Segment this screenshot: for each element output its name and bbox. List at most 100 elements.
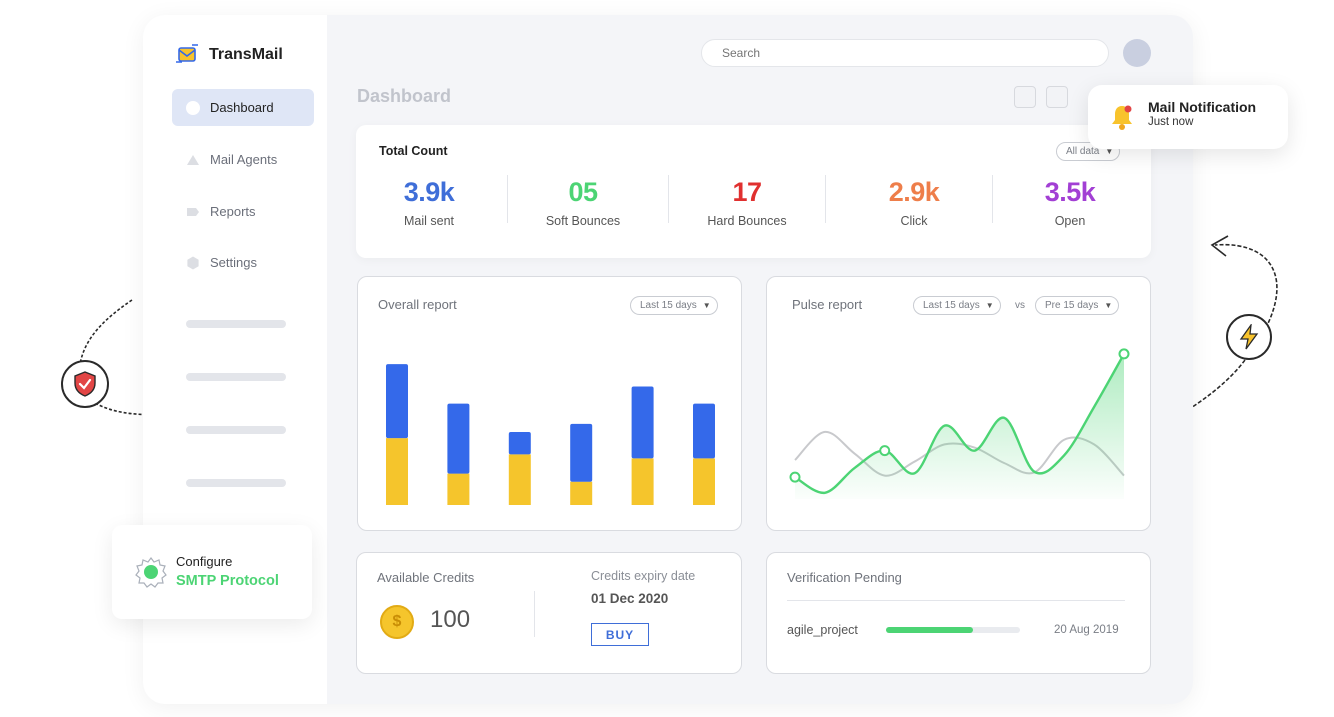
view-toggle-button[interactable]: [1014, 86, 1036, 108]
shield-badge: [61, 360, 109, 408]
verification-progress-bar: [886, 627, 1020, 633]
coin-icon: $: [380, 605, 414, 639]
card-title: Pulse report: [792, 297, 863, 312]
pulse-range-dropdown[interactable]: Last 15 days ▼: [913, 296, 1001, 315]
stat-value: 17: [732, 177, 762, 207]
bar-segment: [631, 458, 654, 505]
search-input[interactable]: [701, 39, 1109, 67]
overall-range-dropdown[interactable]: Last 15 days ▼: [630, 296, 718, 315]
tag-icon: [187, 207, 199, 216]
mail-notification-toast[interactable]: Mail Notification Just now: [1088, 85, 1288, 149]
brand: TransMail: [175, 43, 283, 67]
card-title: Overall report: [378, 297, 457, 312]
vs-label: vs: [1015, 300, 1025, 311]
series-line-current: [794, 353, 1126, 494]
view-toggle-button[interactable]: [1046, 86, 1068, 108]
card-title: Available Credits: [377, 570, 475, 585]
card-title: Verification Pending: [787, 570, 902, 585]
stat-value: 2.9k: [888, 177, 940, 207]
coin-symbol: $: [392, 613, 402, 630]
series-area-current: [795, 353, 1124, 499]
data-point: [879, 445, 891, 457]
bolt-badge: [1226, 314, 1272, 360]
stat-label: Hard Bounces: [707, 214, 787, 228]
bar-segment: [570, 423, 593, 482]
caret-down-icon: ▼: [1104, 301, 1113, 310]
card-title: Total Count: [379, 144, 448, 158]
shield-check-icon: [74, 371, 96, 397]
placeholder-line: [186, 320, 286, 328]
bar-segment: [386, 438, 408, 505]
caret-down-icon: ▼: [1105, 147, 1114, 156]
triangle-icon: [187, 154, 199, 165]
gear-icon: [135, 557, 167, 588]
bar-segment: [508, 432, 531, 455]
overall-bar-chart: [386, 364, 715, 505]
bar-segment: [631, 386, 654, 459]
app-window: TransMail Dashboard Mail Agents Reports …: [143, 15, 1193, 704]
buy-button[interactable]: BUY: [591, 623, 649, 646]
stat-label: Click: [900, 214, 928, 228]
stat-click: 2.9k Click: [839, 177, 989, 228]
stat-open: 3.5k Open: [995, 177, 1145, 228]
stat-soft-bounces: 05 Soft Bounces: [508, 177, 658, 228]
bar-segment: [693, 403, 715, 459]
sidebar-item-dashboard[interactable]: Dashboard: [172, 89, 314, 126]
credits-card: Available Credits $ 100 Credits expiry d…: [356, 552, 742, 674]
sidebar-item-label: Settings: [210, 255, 257, 270]
dropdown-value: Pre 15 days: [1045, 300, 1099, 311]
notification-title: Mail Notification: [1148, 99, 1257, 115]
divider: [668, 175, 669, 223]
sidebar-item-reports[interactable]: Reports: [172, 193, 314, 230]
expiry-label: Credits expiry date: [591, 569, 696, 583]
pulse-report-card: Pulse report Last 15 days ▼ vs Pre 15 day…: [766, 276, 1151, 531]
sidebar-item-mail-agents[interactable]: Mail Agents: [172, 141, 314, 178]
bar-segment: [386, 364, 408, 439]
project-date: 20 Aug 2019: [1054, 624, 1119, 636]
divider: [825, 175, 826, 223]
caret-down-icon: ▼: [985, 301, 994, 310]
placeholder-line: [186, 373, 286, 381]
verification-card: Verification Pending agile_project 20 Au…: [766, 552, 1151, 674]
dropdown-value: All data: [1066, 146, 1100, 157]
stat-hard-bounces: 17 Hard Bounces: [672, 177, 822, 228]
compare-range-dropdown[interactable]: Pre 15 days ▼: [1035, 296, 1120, 315]
lightning-icon: [1239, 324, 1259, 350]
bar-segment: [447, 403, 470, 474]
stat-value: 05: [568, 177, 598, 207]
transmail-logo-icon: [176, 44, 198, 63]
total-count-card: Total Count All data ▼ 3.9k Mail sent 05 …: [356, 125, 1151, 258]
stat-label: Soft Bounces: [545, 214, 621, 228]
smtp-line2: SMTP Protocol: [176, 573, 279, 589]
sidebar-item-settings[interactable]: Settings: [172, 244, 314, 281]
dropdown-value: Last 15 days: [640, 300, 697, 311]
dropdown-value: Last 15 days: [923, 300, 980, 311]
bar-segment: [570, 481, 593, 505]
data-point: [789, 471, 801, 483]
notification-time: Just now: [1148, 116, 1194, 128]
stat-value: 3.5k: [1044, 177, 1096, 207]
expiry-date: 01 Dec 2020: [591, 591, 669, 606]
progress-fill: [886, 627, 974, 633]
avatar[interactable]: [1123, 39, 1151, 67]
sidebar-item-label: Dashboard: [210, 100, 274, 115]
sidebar-item-label: Mail Agents: [210, 152, 278, 167]
bar-segment: [693, 458, 715, 505]
pulse-line-chart: [789, 348, 1130, 499]
placeholder-line: [186, 479, 286, 487]
page-title: Dashboard: [357, 86, 452, 106]
app-name: TransMail: [209, 46, 283, 63]
configure-smtp-card[interactable]: Configure SMTP Protocol: [112, 525, 312, 619]
stat-mail-sent: 3.9k Mail sent: [354, 177, 504, 228]
divider: [534, 591, 535, 637]
data-point: [1118, 348, 1130, 360]
hexagon-icon: [187, 256, 199, 269]
bar-segment: [508, 454, 531, 505]
credits-value: 100: [430, 606, 471, 633]
stat-label: Mail sent: [403, 214, 455, 228]
bar-segment: [447, 473, 470, 505]
divider: [507, 175, 508, 223]
stat-label: Open: [1054, 214, 1086, 228]
circle-icon: [186, 100, 200, 115]
stat-value: 3.9k: [403, 177, 455, 207]
